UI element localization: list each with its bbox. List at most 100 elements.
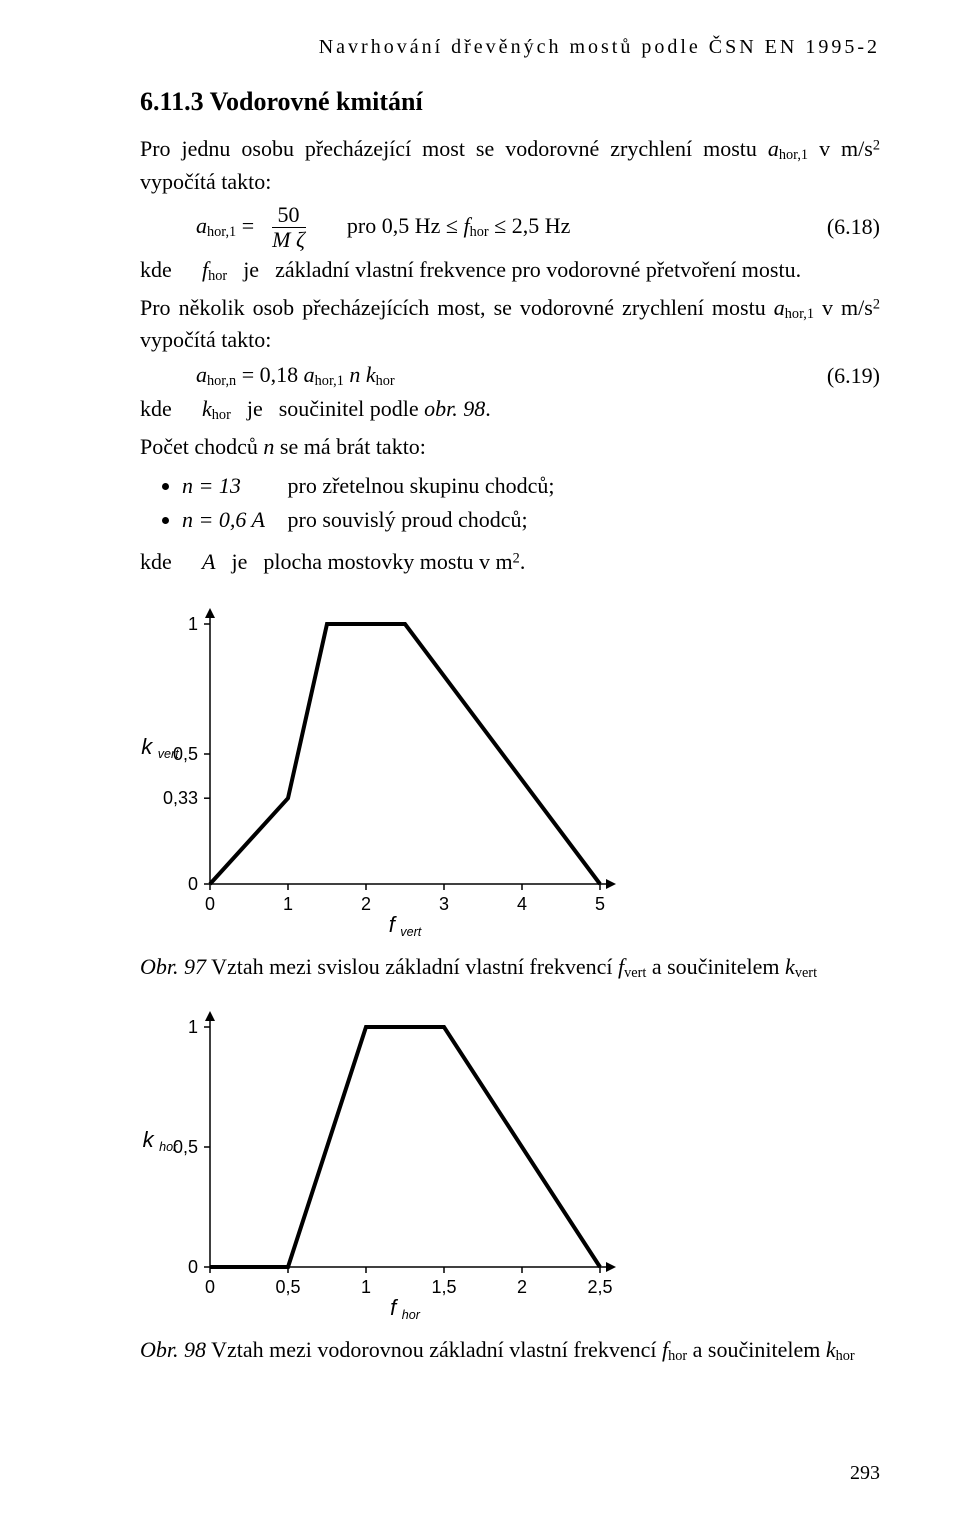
caption-label: Obr. 97 [140,954,206,979]
je-label: je [231,547,247,578]
symbol-M: M [272,227,296,252]
subscript: hor [470,224,489,240]
text: ≤ 2,5 Hz [489,213,571,238]
figure-97-caption: Obr. 97 Vztah mezi svislou základní vlas… [140,954,880,982]
svg-text:f vert: f vert [389,912,422,939]
figure-98-caption: Obr. 98 Vztah mezi vodorovnou základní v… [140,1337,880,1365]
para-1: Pro jednu osobu přecházející most se vod… [140,133,880,197]
subscript: hor,n [207,373,236,389]
svg-text:1: 1 [188,1017,198,1037]
symbol-a: a [196,213,207,238]
where-2: kde khor je součinitel podle obr. 98. [140,394,880,425]
svg-text:3: 3 [439,894,449,914]
equation-condition: pro 0,5 Hz ≤ fhor ≤ 2,5 Hz [347,213,570,241]
superscript: 2 [873,138,880,154]
text: součinitel podle [279,396,424,421]
subscript: hor,1 [207,224,236,240]
caption-text: Vztah mezi svislou základní vlastní frek… [206,954,618,979]
svg-text:1: 1 [283,894,293,914]
equation-body: ahor,1 = 50 M ζ pro 0,5 Hz ≤ fhor ≤ 2,5 … [196,203,570,250]
je-label: je [243,255,259,286]
caption-text: a součinitelem [646,954,785,979]
symbol-k: k [826,1337,836,1362]
list-symbol: n = 0,6 A [182,503,282,537]
svg-text:0: 0 [188,1257,198,1277]
subscript: hor [668,1348,687,1364]
svg-text:k hor: k hor [143,1127,179,1154]
caption-label: Obr. 98 [140,1337,206,1362]
text: Počet chodců [140,434,263,459]
text: se má brát takto: [274,434,426,459]
svg-text:2: 2 [517,1277,527,1297]
where-3: kde A je plocha mostovky mostu v m2. [140,547,880,578]
symbol-A: A [202,547,215,578]
superscript: 2 [873,296,880,312]
subscript: hor [836,1348,855,1364]
fig-ref: obr. 98 [424,396,485,421]
caption-text: Vztah mezi vodorovnou základní vlastní f… [206,1337,662,1362]
symbol-a: a [304,362,315,387]
equation-6-18: ahor,1 = 50 M ζ pro 0,5 Hz ≤ fhor ≤ 2,5 … [140,203,880,250]
dot: . [485,396,491,421]
text: vypočítá takto: [140,169,271,194]
symbol-a: a [196,362,207,387]
numerator: 50 [272,203,306,227]
section-title-text: Vodorovné kmitání [210,87,423,116]
bullet-list: n = 13 pro zřetelnou skupinu chodců; n =… [162,469,880,537]
text: vypočítá takto: [140,327,271,352]
section-number: 6.11.3 [140,87,204,116]
svg-text:1: 1 [188,614,198,634]
svg-text:0: 0 [205,1277,215,1297]
text: v m/s [814,295,873,320]
symbol-k: k [785,954,795,979]
text: Pro jednu osobu přecházející most se vod… [140,136,768,161]
list-text: pro souvislý proud chodců; [288,507,528,532]
symbol-a: a [768,136,779,161]
running-head: Navrhování dřevěných mostů podle ČSN EN … [140,36,880,59]
subscript: hor [208,268,227,284]
subscript: hor,1 [315,373,344,389]
equation-6-19: ahor,n = 0,18 ahor,1 n khor (6.19) [140,362,880,390]
list-item: n = 0,6 A pro souvislý proud chodců; [182,503,880,537]
symbol-a: a [774,295,785,320]
svg-text:1: 1 [361,1277,371,1297]
superscript: 2 [513,550,520,566]
text: Pro několik osob přecházejících most, se… [140,295,774,320]
page-number: 293 [850,1462,880,1485]
list-text: pro zřetelnou skupinu chodců; [288,473,555,498]
where-1: kde fhor je základní vlastní frekvence p… [140,255,880,286]
svg-text:4: 4 [517,894,527,914]
para-2: Pro několik osob přecházejících most, se… [140,292,880,356]
definition-text: základní vlastní frekvence pro vodorovné… [275,255,801,286]
svg-text:2: 2 [361,894,371,914]
para-3: Počet chodců n se má brát takto: [140,431,880,463]
svg-text:0: 0 [188,874,198,894]
svg-text:5: 5 [595,894,605,914]
svg-text:f hor: f hor [390,1295,421,1322]
subscript: vert [795,964,817,980]
subscript: vert [624,964,646,980]
definition-text: plocha mostovky mostu v m2. [263,547,525,578]
subscript: hor [376,373,395,389]
symbol-k: k [202,396,212,421]
je-label: je [247,394,263,425]
text: v m/s [808,136,873,161]
fraction: 50 M ζ [266,203,311,250]
list-symbol: n = 13 [182,469,282,503]
svg-text:k vert: k vert [141,734,179,761]
section-heading: 6.11.3 Vodorovné kmitání [140,87,880,117]
equals: = [236,213,254,238]
svg-text:2,5: 2,5 [587,1277,612,1297]
list-item: n = 13 pro zřetelnou skupinu chodců; [182,469,880,503]
symbol-zeta: ζ [296,227,305,252]
figure-97: 01234500,330,51k vertf vert [140,604,880,944]
text: pro 0,5 Hz ≤ [347,213,464,238]
subscript: hor,1 [779,147,808,163]
symbol-n: n [263,434,274,459]
definition-text: součinitel podle obr. 98. [279,394,491,425]
symbol-k: k [366,362,376,387]
equation-number: (6.19) [827,363,880,389]
dot: . [520,549,526,574]
text: plocha mostovky mostu v m [263,549,512,574]
figure-98: 00,511,522,500,51k horf hor [140,1007,880,1327]
